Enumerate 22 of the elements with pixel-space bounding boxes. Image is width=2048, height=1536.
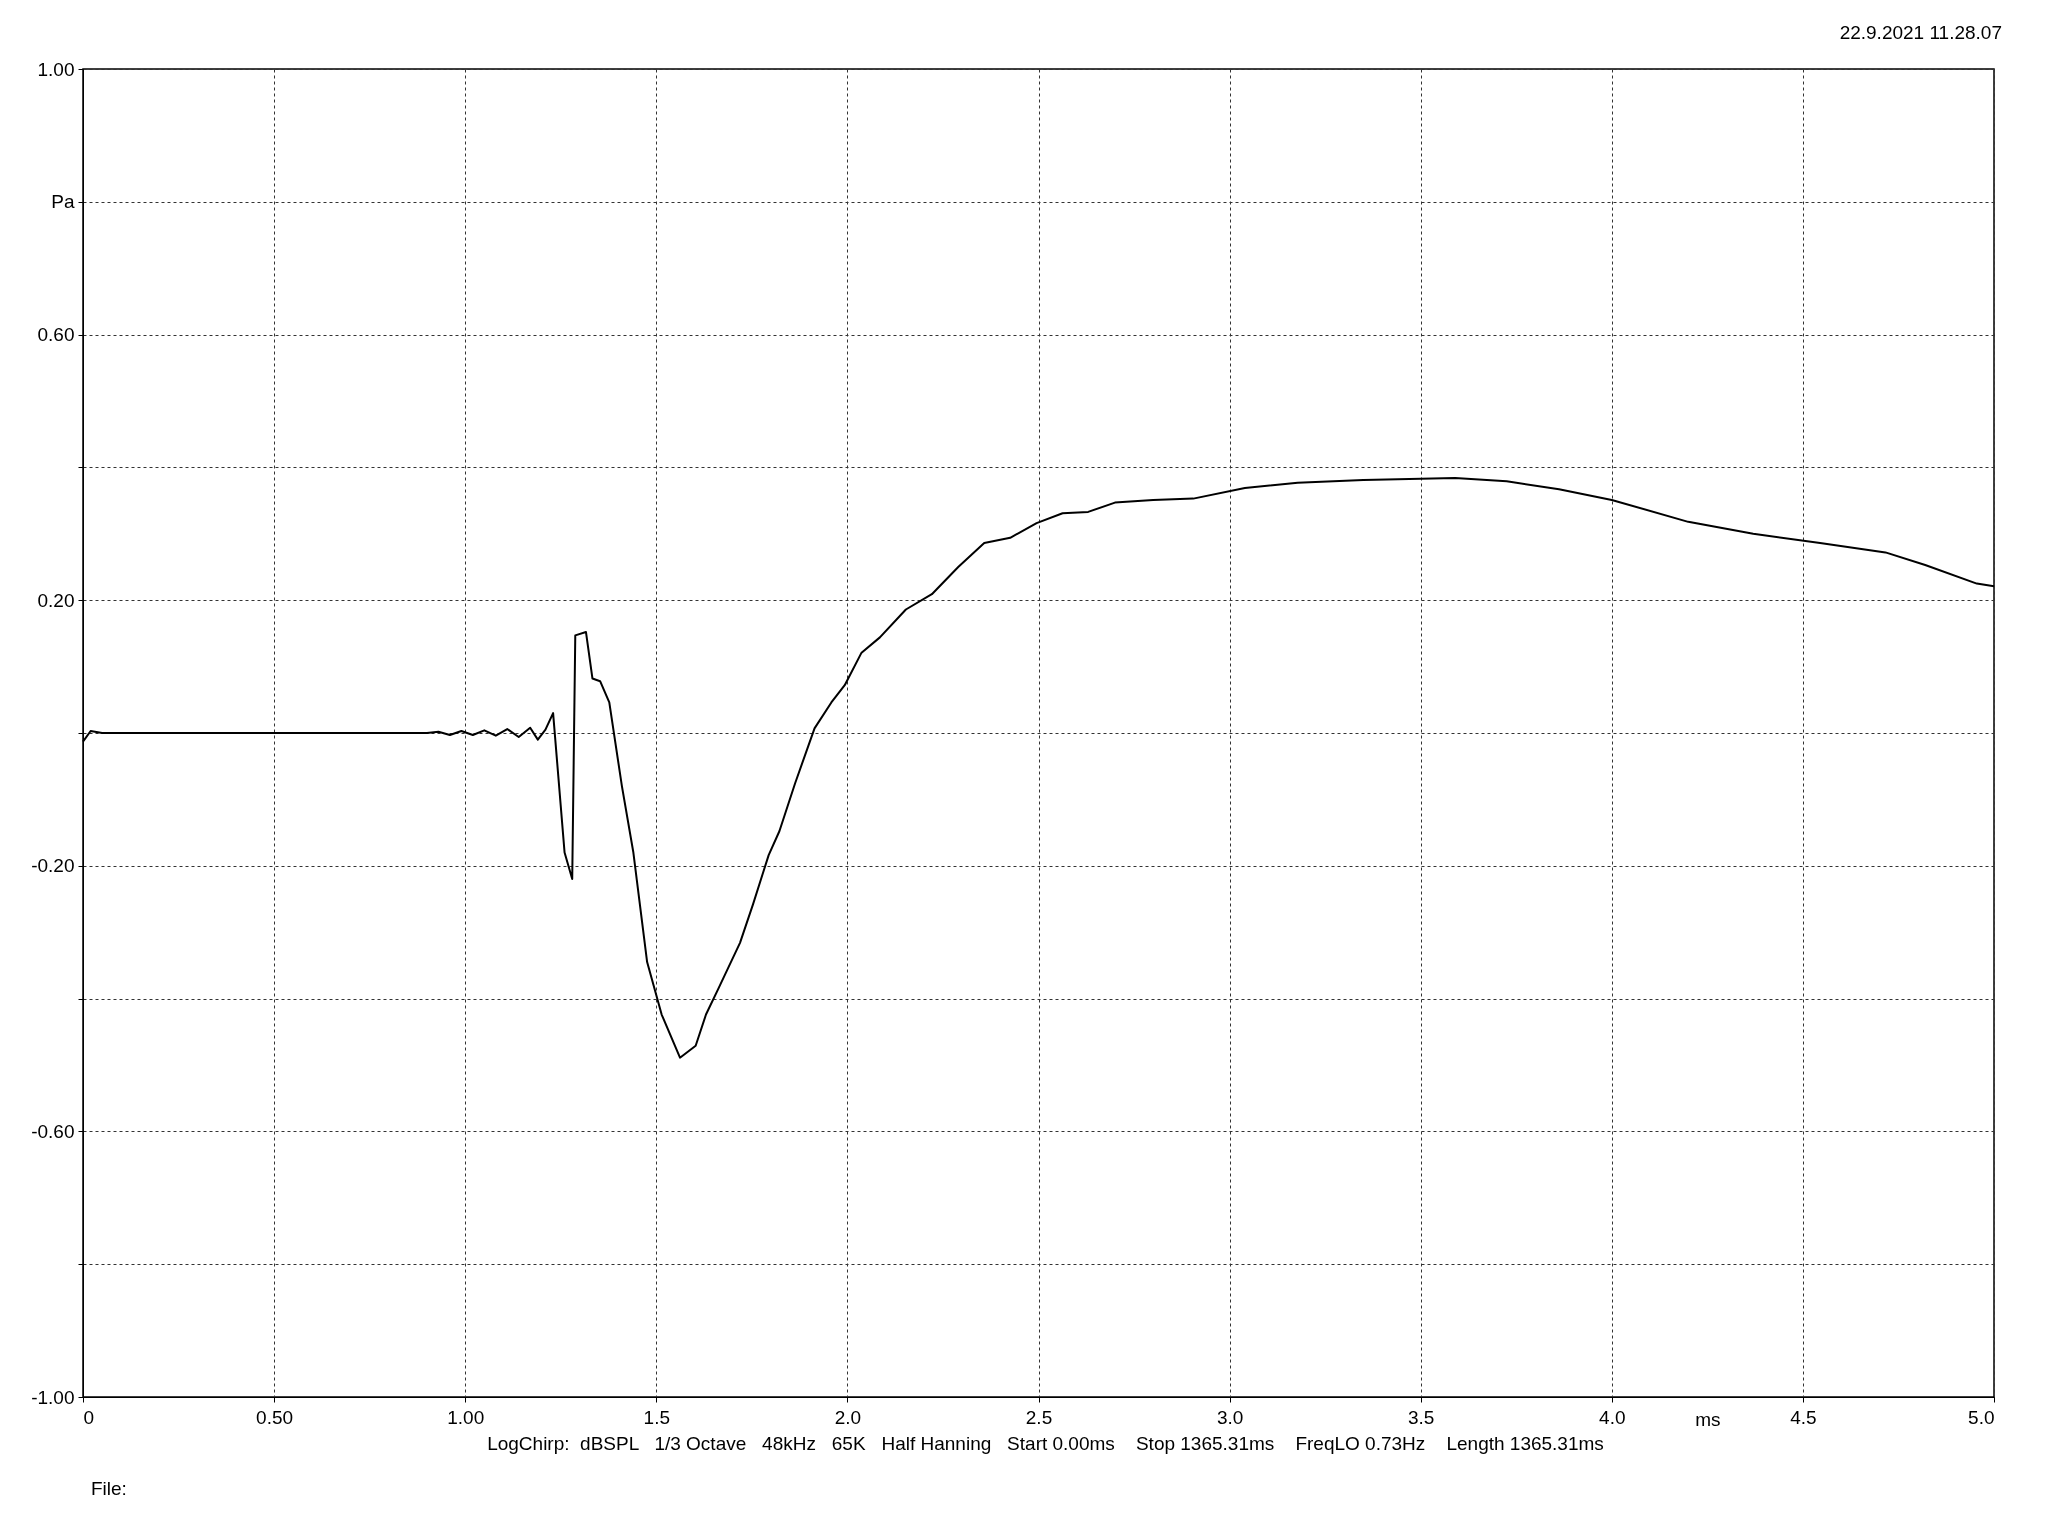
x-tick-label: 5.0 — [1968, 1406, 1995, 1428]
x-tick-label: 4.5 — [1790, 1406, 1817, 1428]
x-tick-label: 1.5 — [643, 1406, 671, 1428]
x-tick-label: 0 — [83, 1406, 95, 1428]
x-tick-label: 0.50 — [256, 1406, 294, 1428]
y-tick-label: 0.20 — [37, 589, 75, 611]
y-tick-label: Pa — [51, 191, 75, 213]
y-tick-label: -0.60 — [31, 1120, 75, 1142]
x-tick-label: 4.0 — [1599, 1406, 1626, 1428]
y-tick-label: -0.20 — [31, 855, 75, 877]
y-tick-label: -1.00 — [31, 1386, 75, 1408]
text: 22.9.2021 11.28.07 — [1839, 22, 2002, 44]
x-tick-label: 2.0 — [834, 1406, 862, 1428]
y-tick-label: 1.00 — [37, 58, 75, 80]
x-tick-label: 2.5 — [1025, 1406, 1053, 1428]
x-tick-label: 3.0 — [1216, 1406, 1244, 1428]
x-axis-title: ms — [1695, 1408, 1721, 1430]
text: File: — [91, 1478, 127, 1500]
y-tick-label: 0.60 — [37, 324, 75, 346]
x-tick-label: 3.5 — [1407, 1406, 1435, 1428]
x-tick-label: 1.00 — [447, 1406, 485, 1428]
text: LogChirp: dBSPL 1/3 Octave 48kHz 65K Half Hanning Start 0.00ms Stop 1365.31ms FreqLO 0.73Hz Length 1365.31ms — [486, 1433, 1605, 1455]
